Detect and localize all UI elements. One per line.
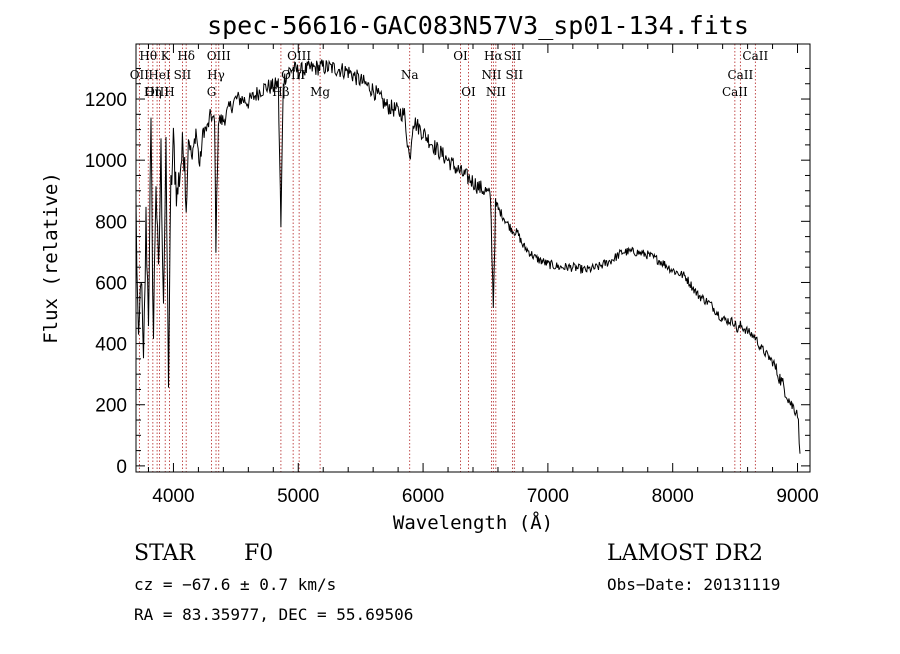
line-marker-label: CaII [742, 49, 768, 63]
line-marker-label: CaII [722, 85, 748, 99]
redshift-velocity: cz = −67.6 ± 0.7 km/s [134, 575, 336, 594]
x-axis-title: Wavelength (Å) [393, 511, 553, 534]
y-tick-label: 600 [95, 273, 127, 294]
line-marker-label: OI [461, 85, 476, 99]
line-marker-label: Hη [144, 85, 162, 99]
emission-line-markers [138, 44, 756, 472]
object-subclass: F0 [244, 541, 273, 566]
line-marker-label: OI [453, 49, 468, 63]
x-tick-label: 6000 [402, 486, 444, 507]
line-marker-label: G [207, 85, 217, 99]
line-marker-label: OIII [145, 85, 169, 99]
line-marker-label: CaII [727, 68, 753, 82]
line-marker-label: SII [505, 68, 523, 82]
line-marker-label: NII [481, 68, 501, 82]
x-tick-label: 7000 [527, 486, 569, 507]
line-marker-label: OIII [207, 49, 231, 63]
chart-title: spec-56616-GAC083N57V3_sp01-134.fits [207, 11, 749, 40]
y-tick-label: 1200 [85, 90, 127, 111]
y-tick-label: 400 [95, 335, 127, 356]
object-class: STAR [134, 541, 196, 566]
x-axis: 4000 5000 6000 7000 8000 9000 [147, 44, 819, 507]
spectrum-line [135, 59, 801, 454]
line-marker-label: Hδ [177, 49, 195, 63]
y-tick-label: 200 [95, 396, 127, 417]
line-marker-label: H [164, 85, 174, 99]
survey-name: LAMOST DR2 [607, 541, 763, 566]
x-tick-label: 5000 [277, 486, 319, 507]
x-tick-label: 9000 [776, 486, 818, 507]
line-marker-label: OIII [287, 49, 311, 63]
x-tick-label: 8000 [652, 486, 694, 507]
y-axis-title: Flux (relative) [40, 172, 62, 344]
line-marker-label: OII [130, 68, 150, 82]
line-marker-label: HeI [148, 68, 171, 82]
line-marker-label: K [161, 49, 171, 63]
line-marker-label: Hα [484, 49, 503, 63]
line-marker-label: SII [174, 68, 192, 82]
line-marker-label: NII [486, 85, 506, 99]
line-marker-label: Hγ [207, 68, 225, 82]
coordinates: RA = 83.35977, DEC = 55.69506 [134, 605, 413, 624]
line-marker-label: Na [401, 68, 419, 82]
y-axis: 0 200 400 600 800 1000 1200 [85, 67, 810, 478]
x-tick-label: 4000 [152, 486, 194, 507]
line-marker-label: Hθ [139, 49, 157, 63]
y-tick-label: 1000 [85, 151, 127, 172]
line-marker-label: Mg [310, 85, 330, 99]
line-marker-label: SII [504, 49, 522, 63]
y-tick-label: 800 [95, 212, 127, 233]
observation-date: Obs−Date: 20131119 [607, 575, 780, 594]
y-tick-label: 0 [116, 457, 127, 478]
